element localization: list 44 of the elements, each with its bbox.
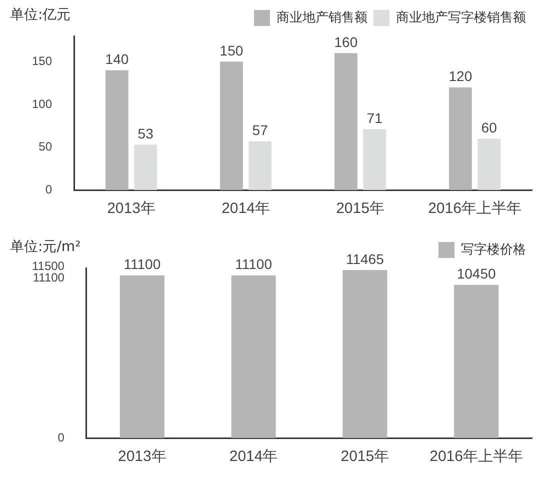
data-label: 71 bbox=[366, 110, 383, 126]
x-tick-label: 2014年 bbox=[222, 200, 270, 218]
data-label: 120 bbox=[448, 68, 472, 84]
data-label: 140 bbox=[105, 51, 129, 68]
data-label: 60 bbox=[481, 120, 498, 136]
y-tick-label: 50 bbox=[38, 140, 52, 154]
y-axis-title: 单位:亿元 bbox=[10, 6, 71, 24]
y-tick-label: 11500 bbox=[32, 258, 65, 273]
x-tick-label: 2013年 bbox=[107, 200, 156, 218]
bar bbox=[248, 141, 272, 190]
bar bbox=[120, 275, 164, 438]
data-label: 160 bbox=[334, 34, 358, 50]
x-tick-label: 2013年 bbox=[118, 448, 166, 466]
bar bbox=[363, 129, 386, 190]
legend-label: 商业地产写字楼销售额 bbox=[396, 9, 526, 26]
y-tick-label: 150 bbox=[32, 54, 52, 68]
y-tick-label: 11100 bbox=[32, 270, 65, 285]
bar bbox=[231, 275, 276, 438]
bar bbox=[220, 62, 243, 190]
data-label: 11465 bbox=[346, 250, 384, 267]
y-tick-label: 0 bbox=[58, 430, 65, 444]
legend-label: 商业地产销售额 bbox=[276, 10, 368, 26]
y-axis-title: 单位:元/m² bbox=[10, 238, 81, 256]
data-label: 150 bbox=[220, 42, 244, 59]
data-label: 10450 bbox=[456, 266, 496, 282]
bar bbox=[334, 53, 358, 190]
x-tick-label: 2016年上半年 bbox=[430, 448, 523, 466]
data-label: 11100 bbox=[235, 256, 272, 272]
bar bbox=[342, 270, 388, 438]
x-tick-label: 2015年 bbox=[336, 200, 384, 218]
y-tick-label: 0 bbox=[45, 182, 52, 196]
x-tick-label: 2016年上半年 bbox=[428, 200, 522, 218]
x-tick-label: 2014年 bbox=[229, 448, 278, 466]
bar bbox=[106, 70, 128, 190]
bar bbox=[454, 284, 499, 438]
data-label: 11100 bbox=[124, 256, 161, 272]
bar bbox=[478, 138, 501, 190]
bar bbox=[134, 144, 158, 190]
data-label: 53 bbox=[138, 126, 154, 142]
bar bbox=[448, 87, 472, 190]
x-tick-label: 2015年 bbox=[340, 448, 390, 466]
y-tick-label: 100 bbox=[32, 96, 52, 111]
legend-label: 写字楼价格 bbox=[461, 241, 526, 258]
data-label: 57 bbox=[252, 122, 268, 138]
